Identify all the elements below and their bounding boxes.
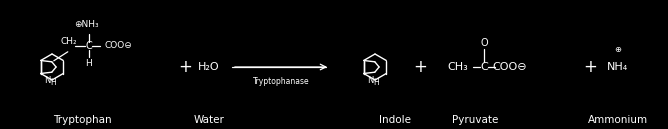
Text: O: O (480, 38, 488, 48)
Text: C: C (480, 62, 488, 72)
Text: H: H (50, 78, 56, 87)
Text: H: H (86, 59, 92, 68)
Text: COO⊖: COO⊖ (493, 62, 527, 72)
Text: ⊕NH₃: ⊕NH₃ (74, 20, 99, 29)
Text: Tryptophan: Tryptophan (53, 115, 112, 125)
Text: Pyruvate: Pyruvate (452, 115, 498, 125)
Text: N: N (44, 76, 51, 85)
Text: CH₂: CH₂ (61, 37, 77, 46)
Text: Indole: Indole (379, 115, 411, 125)
Text: H₂O: H₂O (198, 62, 220, 72)
Text: NH₄: NH₄ (607, 62, 629, 72)
Text: N: N (367, 76, 373, 85)
Text: +: + (583, 58, 597, 76)
Text: +: + (413, 58, 427, 76)
Text: Ammonium: Ammonium (588, 115, 648, 125)
Text: ⊕: ⊕ (615, 45, 621, 54)
Text: Tryptophanase: Tryptophanase (253, 76, 309, 86)
Text: Water: Water (194, 115, 224, 125)
Text: H: H (373, 78, 379, 87)
Text: C: C (86, 41, 92, 51)
Text: +: + (178, 58, 192, 76)
Text: CH₃: CH₃ (448, 62, 468, 72)
Text: COO⊖: COO⊖ (105, 41, 133, 50)
